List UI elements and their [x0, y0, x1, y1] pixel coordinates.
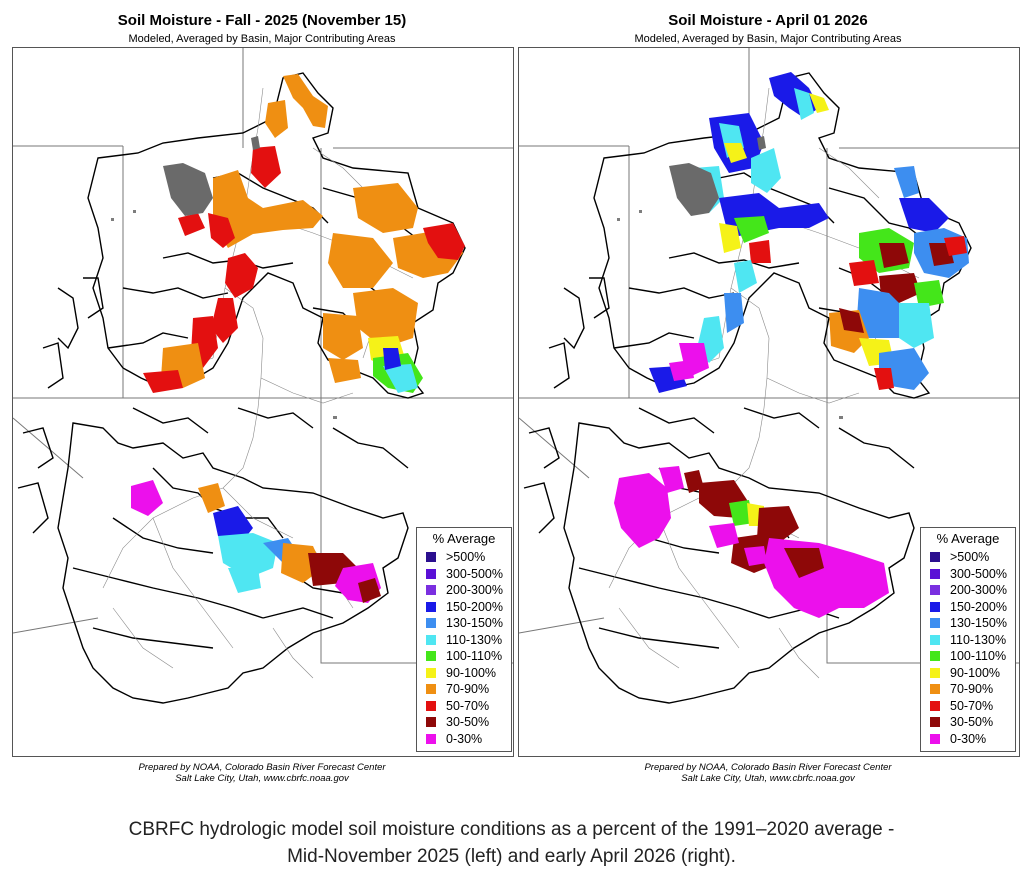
legend-label: 130-150%: [950, 616, 1007, 631]
caption-line2: Mid-November 2025 (left) and early April…: [287, 846, 736, 867]
legend-swatch: [930, 568, 940, 579]
legend-swatch: [426, 733, 436, 744]
legend-swatch: [930, 618, 940, 629]
legend-label: 130-150%: [446, 616, 503, 631]
right-map-subtitle: Modeled, Averaged by Basin, Major Contri…: [634, 33, 902, 45]
left-legend-title: % Average: [432, 531, 496, 546]
legend-label: 110-130%: [446, 632, 503, 647]
legend-label: 100-110%: [446, 649, 503, 664]
left-credit-line1: Prepared by NOAA, Colorado Basin River F…: [138, 762, 386, 773]
legend-swatch: [426, 651, 436, 662]
legend-swatch: [426, 634, 436, 645]
legend-label: 0-30%: [446, 731, 483, 746]
legend-swatch: [930, 585, 940, 596]
left-legend-item: 100-110%: [417, 648, 511, 665]
legend-swatch: [930, 634, 940, 645]
right-legend-item: 150-200%: [921, 599, 1015, 616]
right-map-title: Soil Moisture - April 01 2026: [668, 12, 868, 29]
right-legend-item: >500%: [921, 549, 1015, 566]
legend-label: 70-90%: [446, 682, 490, 697]
right-legend-item: 30-50%: [921, 714, 1015, 731]
caption-line1: CBRFC hydrologic model soil moisture con…: [128, 819, 895, 840]
legend-label: 50-70%: [446, 698, 490, 713]
left-legend-item: 150-200%: [417, 599, 511, 616]
legend-label: 150-200%: [950, 599, 1007, 614]
legend-label: >500%: [446, 550, 486, 565]
legend-label: 200-300%: [446, 583, 503, 598]
right-legend-item: 70-90%: [921, 681, 1015, 698]
legend-swatch: [426, 700, 436, 711]
left-credit-line2: Salt Lake City, Utah, www.cbrfc.noaa.gov: [175, 773, 349, 784]
legend-label: 0-30%: [950, 731, 987, 746]
left-shading: [131, 74, 465, 603]
right-legend-item: 50-70%: [921, 698, 1015, 715]
legend-swatch: [930, 552, 940, 563]
legend-swatch: [930, 651, 940, 662]
legend-swatch: [426, 667, 436, 678]
left-map-subtitle: Modeled, Averaged by Basin, Major Contri…: [128, 33, 396, 45]
legend-swatch: [930, 717, 940, 728]
left-legend-item: 130-150%: [417, 615, 511, 632]
left-map: [12, 47, 514, 757]
left-legend-items: >500% 300-500% 200-300% 150-200% 130-150% 110…: [417, 549, 511, 747]
legend-swatch: [426, 585, 436, 596]
left-map-title: Soil Moisture - Fall - 2025 (November 15…: [117, 12, 407, 29]
right-legend-items: >500% 300-500% 200-300% 150-200% 130-150% 110…: [921, 549, 1015, 747]
left-legend-item: >500%: [417, 549, 511, 566]
legend-swatch: [426, 601, 436, 612]
legend-swatch: [930, 684, 940, 695]
legend-swatch: [426, 684, 436, 695]
legend-label: >500%: [950, 550, 990, 565]
right-lakes: [669, 136, 766, 216]
left-legend-item: 200-300%: [417, 582, 511, 599]
legend-label: 30-50%: [950, 715, 994, 730]
legend-label: 50-70%: [950, 698, 994, 713]
legend-label: 300-500%: [446, 566, 503, 581]
left-legend-item: 300-500%: [417, 566, 511, 583]
right-legend-title: % Average: [936, 531, 1000, 546]
right-legend-item: 110-130%: [921, 632, 1015, 649]
legend-label: 300-500%: [950, 566, 1007, 581]
left-legend-item: 70-90%: [417, 681, 511, 698]
left-legend-item: 0-30%: [417, 731, 511, 748]
right-credit-line1: Prepared by NOAA, Colorado Basin River F…: [644, 762, 892, 773]
right-legend-item: 200-300%: [921, 582, 1015, 599]
legend-label: 150-200%: [446, 599, 503, 614]
legend-label: 90-100%: [950, 665, 1001, 680]
legend-swatch: [930, 700, 940, 711]
legend-swatch: [426, 618, 436, 629]
figure-caption: CBRFC hydrologic model soil moisture con…: [0, 816, 1023, 870]
legend-label: 90-100%: [446, 665, 497, 680]
left-credit: Prepared by NOAA, Colorado Basin River F…: [12, 762, 512, 784]
legend-swatch: [930, 667, 940, 678]
legend-label: 70-90%: [950, 682, 994, 697]
right-legend-item: 0-30%: [921, 731, 1015, 748]
legend-label: 200-300%: [950, 583, 1007, 598]
right-legend-item: 100-110%: [921, 648, 1015, 665]
left-legend-item: 50-70%: [417, 698, 511, 715]
right-credit-line2: Salt Lake City, Utah, www.cbrfc.noaa.gov: [681, 773, 855, 784]
left-lakes: [163, 136, 260, 216]
left-legend-item: 30-50%: [417, 714, 511, 731]
left-legend-item: 90-100%: [417, 665, 511, 682]
legend-swatch: [930, 733, 940, 744]
legend-swatch: [426, 568, 436, 579]
legend-swatch: [426, 552, 436, 563]
left-legend: % Average >500% 300-500% 200-300% 150-200% 1…: [416, 527, 512, 752]
legend-label: 110-130%: [950, 632, 1007, 647]
right-legend-item: 130-150%: [921, 615, 1015, 632]
right-credit: Prepared by NOAA, Colorado Basin River F…: [518, 762, 1018, 784]
right-legend: % Average >500% 300-500% 200-300% 150-200% 1…: [920, 527, 1016, 752]
right-legend-item: 300-500%: [921, 566, 1015, 583]
legend-label: 30-50%: [446, 715, 490, 730]
legend-swatch: [930, 601, 940, 612]
legend-swatch: [426, 717, 436, 728]
right-legend-item: 90-100%: [921, 665, 1015, 682]
legend-label: 100-110%: [950, 649, 1007, 664]
left-legend-item: 110-130%: [417, 632, 511, 649]
right-shading: [614, 72, 969, 618]
